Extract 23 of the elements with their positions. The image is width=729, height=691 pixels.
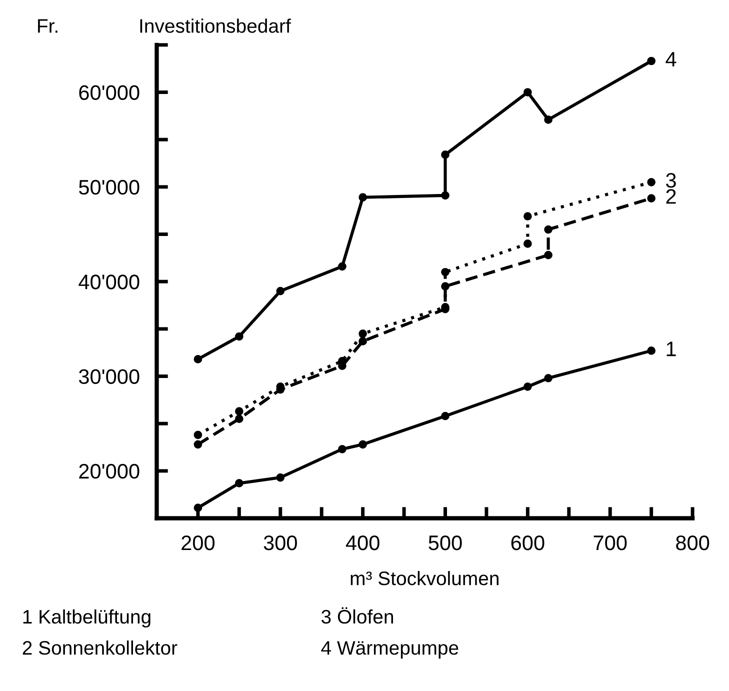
series-label: 1 — [666, 342, 676, 356]
text: 1 Kaltbelüftung — [23, 609, 150, 628]
x-tick-label: 300 — [264, 535, 297, 550]
x-tick-label: 200 — [182, 535, 215, 550]
x-tick-label: 400 — [346, 535, 380, 550]
y-tick-label: 50'000 — [78, 180, 140, 195]
y-axis-title: Fr. — [38, 19, 58, 33]
text: 3 Ölofen — [322, 607, 394, 624]
series-label: 3 — [666, 173, 676, 188]
text: 2 Sonnenkollektor — [22, 640, 178, 655]
x-tick-label: 500 — [428, 535, 462, 550]
series-label: 2 — [666, 189, 676, 204]
x-axis-title: m³ Stockvolumen — [350, 571, 498, 586]
y-tick-label: 40'000 — [78, 274, 140, 290]
x-tick-label: 600 — [511, 535, 544, 550]
y-tick-label: 60'000 — [79, 85, 140, 100]
x-tick-label: 700 — [594, 535, 627, 550]
y-tick-label: 20'000 — [79, 464, 140, 479]
y-tick-label: 30'000 — [78, 369, 140, 384]
chart-title: Investitionsbedarf — [140, 18, 291, 33]
series-label: 4 — [666, 52, 676, 66]
text: 4 Wärmepumpe — [321, 641, 458, 659]
x-tick-label: 800 — [676, 535, 710, 550]
